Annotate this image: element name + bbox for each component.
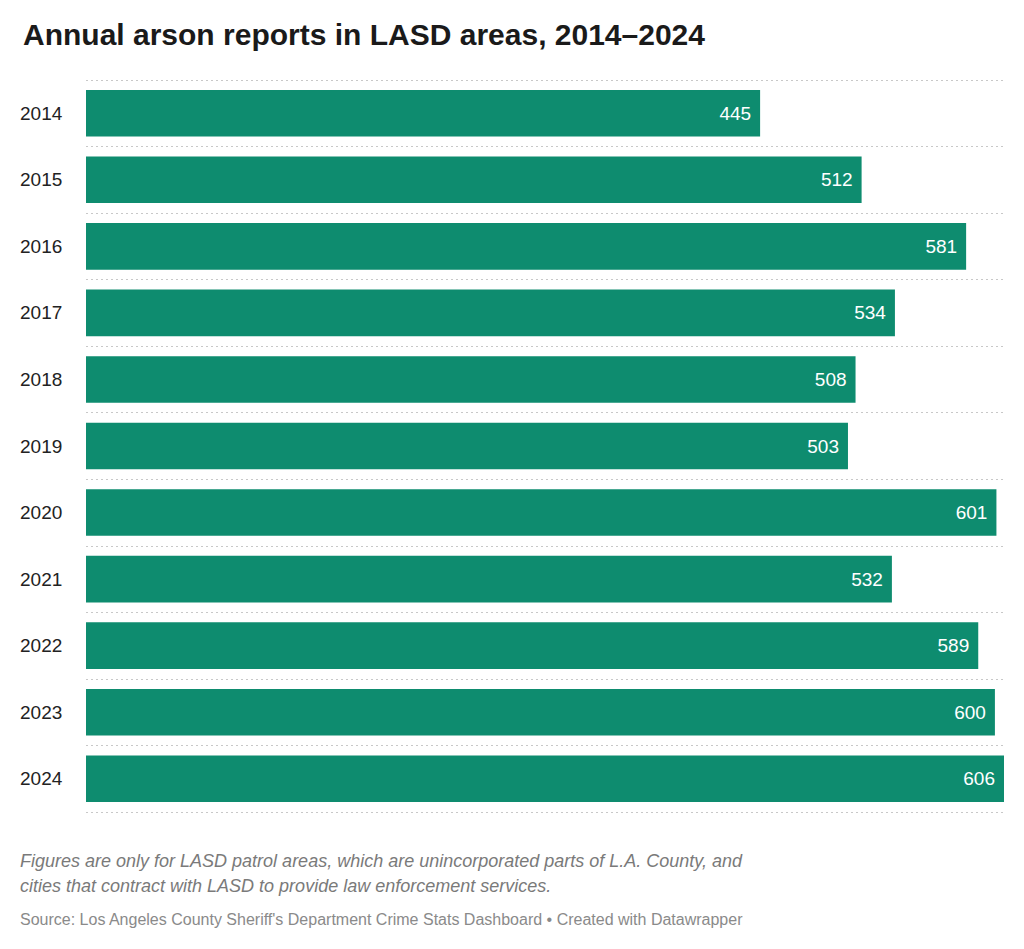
svg-text:445: 445 [719,103,751,124]
svg-text:2022: 2022 [20,635,62,656]
svg-text:2017: 2017 [20,302,62,323]
svg-text:2020: 2020 [20,502,62,523]
svg-text:601: 601 [956,502,988,523]
svg-text:2021: 2021 [20,569,62,590]
svg-text:cities that contract with LASD: cities that contract with LASD to provid… [20,876,551,896]
svg-text:Source: Los Angeles County She: Source: Los Angeles County Sheriff's Dep… [20,911,743,928]
svg-text:508: 508 [815,369,847,390]
svg-text:606: 606 [963,768,995,789]
svg-text:Annual arson reports in LASD a: Annual arson reports in LASD areas, 2014… [23,18,705,51]
svg-text:589: 589 [938,635,970,656]
svg-text:600: 600 [954,702,986,723]
svg-text:Figures are only for LASD patr: Figures are only for LASD patrol areas, … [20,851,747,871]
svg-text:2018: 2018 [20,369,62,390]
svg-text:2019: 2019 [20,436,62,457]
svg-text:534: 534 [854,302,886,323]
svg-text:2024: 2024 [20,768,63,789]
svg-text:2023: 2023 [20,702,62,723]
svg-text:503: 503 [807,436,839,457]
svg-text:2014: 2014 [20,103,63,124]
svg-text:532: 532 [851,569,883,590]
svg-text:2015: 2015 [20,169,62,190]
svg-text:581: 581 [925,236,957,257]
svg-text:512: 512 [821,169,853,190]
svg-text:2016: 2016 [20,236,62,257]
